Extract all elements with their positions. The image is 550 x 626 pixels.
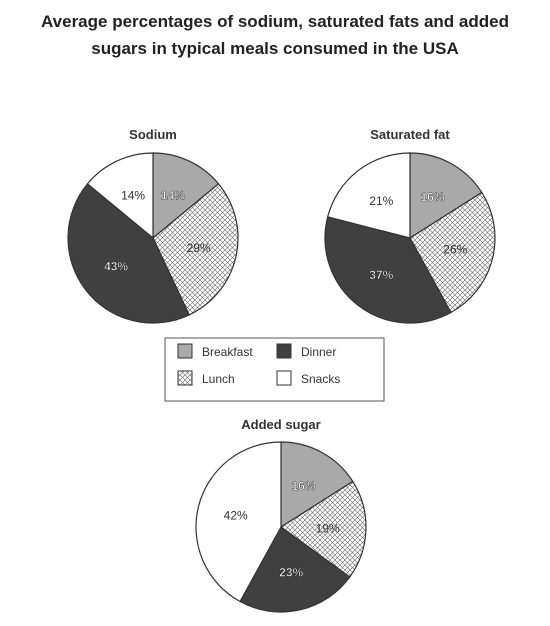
pie-added-sugar: Added sugar 16% 19% 23% 42% xyxy=(195,417,367,613)
legend-label-lunch: Lunch xyxy=(202,372,235,386)
chart-title-line-2: sugars in typical meals consumed in the … xyxy=(91,39,459,58)
slice-sodium-dinner xyxy=(67,182,190,324)
slice-saturated-fat-snacks xyxy=(326,152,411,239)
slice-saturated-fat-breakfast xyxy=(409,152,483,240)
legend-swatch-dinner xyxy=(276,343,292,359)
pie-title-added-sugar: Added sugar xyxy=(241,417,320,432)
slice-label-saturated-fat-breakfast: 16% xyxy=(420,190,444,204)
legend-label-dinner: Dinner xyxy=(301,345,336,359)
legend-label-breakfast: Breakfast xyxy=(202,345,253,359)
legend-box xyxy=(164,337,385,402)
slice-added-sugar-lunch xyxy=(279,480,367,578)
slice-sodium-snacks xyxy=(86,152,154,240)
legend-swatch-breakfast xyxy=(177,343,193,359)
pie-saturated-fat: Saturated fat 16% 26% 37% 21% xyxy=(324,127,496,324)
slice-label-sodium-dinner: 43% xyxy=(104,260,128,274)
slice-label-sodium-breakfast: 14% xyxy=(161,189,185,203)
legend-label-snacks: Snacks xyxy=(301,372,340,386)
pie-title-saturated-fat: Saturated fat xyxy=(370,127,450,142)
slice-label-sodium-lunch: 29% xyxy=(187,241,211,255)
slice-label-sodium-snacks: 14% xyxy=(121,189,145,203)
slice-added-sugar-dinner xyxy=(239,526,351,613)
chart-title: Average percentages of sodium, saturated… xyxy=(0,8,550,62)
legend: Breakfast Lunch Dinner Snacks xyxy=(164,337,385,402)
slice-label-added-sugar-lunch: 19% xyxy=(316,522,340,536)
slice-saturated-fat-lunch xyxy=(409,191,496,314)
legend-swatch-snacks xyxy=(276,370,292,386)
slice-label-added-sugar-dinner: 23% xyxy=(279,566,303,580)
slice-label-added-sugar-breakfast: 16% xyxy=(291,479,315,493)
chart-title-line-1: Average percentages of sodium, saturated… xyxy=(41,12,509,31)
slice-saturated-fat-dinner xyxy=(324,216,452,324)
slice-added-sugar-breakfast xyxy=(280,441,354,529)
pie-title-sodium: Sodium xyxy=(129,127,177,142)
slice-added-sugar-snacks xyxy=(195,441,282,603)
slice-label-added-sugar-snacks: 42% xyxy=(224,508,248,522)
pie-sodium: Sodium 14% 29% 43% 14% xyxy=(67,127,239,324)
slice-label-saturated-fat-lunch: 26% xyxy=(443,243,467,257)
slice-sodium-breakfast xyxy=(152,152,220,240)
legend-swatch-lunch xyxy=(177,370,193,386)
slice-label-saturated-fat-dinner: 37% xyxy=(369,268,393,282)
slice-label-saturated-fat-snacks: 21% xyxy=(369,194,393,208)
